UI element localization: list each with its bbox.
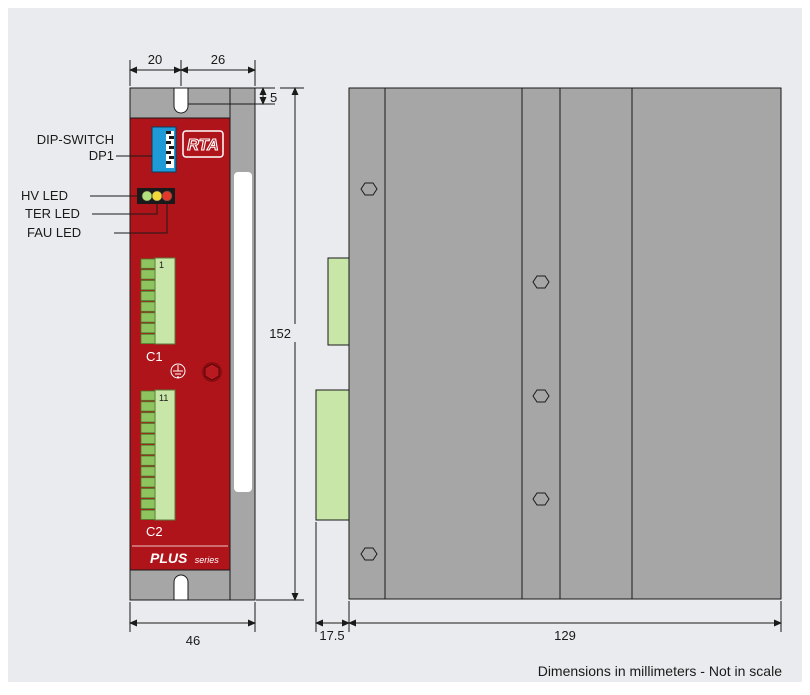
- terminal-screw: [140, 401, 156, 412]
- side-screw: [360, 547, 378, 561]
- terminal-screw: [140, 390, 156, 401]
- connector-c1-label: C1: [146, 349, 163, 364]
- plus-series-label: PLUS series: [150, 550, 219, 567]
- terminal-screw: [140, 333, 156, 344]
- side-view: [315, 87, 782, 600]
- dip-switch-label: DIP-SWITCH: [37, 132, 114, 147]
- bottom-mounting-slot: [173, 574, 189, 601]
- ground-symbol: [170, 363, 186, 379]
- terminal-screw: [140, 488, 156, 499]
- hv-led-label: HV LED: [21, 188, 68, 203]
- dim-46-value: 46: [186, 633, 200, 648]
- dim-26-value: 26: [211, 52, 225, 67]
- connector-c1-pin-number: 1: [159, 260, 164, 270]
- side-screws: [360, 182, 550, 561]
- connector-c2-pin-number: 11: [159, 393, 168, 403]
- dim-129-value: 129: [554, 628, 576, 643]
- heatsink-slot: [234, 172, 252, 492]
- ter-led-leader: [92, 201, 158, 215]
- fau-led-light: [161, 190, 173, 202]
- connector-c1: 1: [140, 257, 176, 345]
- top-mounting-slot: [173, 87, 189, 114]
- fau-led-leader: [114, 201, 168, 234]
- side-view-dimension-values: 17.5 129: [319, 628, 576, 643]
- rta-logo-text: RTA: [187, 137, 218, 154]
- terminal-screw: [140, 498, 156, 509]
- terminal-screw: [140, 290, 156, 301]
- terminal-screw: [140, 433, 156, 444]
- terminal-screw: [140, 477, 156, 488]
- ter-led-light: [151, 190, 163, 202]
- front-view-dimensions: [129, 60, 304, 632]
- connector-c1-pins: [140, 258, 156, 344]
- terminal-screw: [140, 455, 156, 466]
- plus-label: PLUS: [150, 550, 188, 566]
- terminal-screw: [140, 301, 156, 312]
- dp1-label: DP1: [89, 148, 114, 163]
- dim-152-value: 152: [269, 326, 291, 341]
- connector-c2-pins: [140, 390, 156, 520]
- side-screw: [532, 275, 550, 289]
- front-view-dimension-values: 20 26 5 152 46: [148, 52, 301, 648]
- rta-logo: RTA: [182, 130, 224, 158]
- fau-led-label: FAU LED: [27, 225, 81, 240]
- hv-led-light: [141, 190, 153, 202]
- connector-c2: 11: [140, 389, 176, 521]
- side-view-dimensions: [315, 522, 782, 632]
- terminal-screw: [140, 466, 156, 477]
- side-screw: [360, 182, 378, 196]
- dip-switch-toggles: [166, 131, 174, 168]
- terminal-screw: [140, 444, 156, 455]
- terminal-screw: [140, 280, 156, 291]
- series-label: series: [195, 555, 220, 565]
- terminal-screw: [140, 423, 156, 434]
- side-connector-c1: [327, 257, 350, 346]
- dim-17-5-value: 17.5: [319, 628, 344, 643]
- terminal-screw: [140, 258, 156, 269]
- dim-5-value: 5: [270, 90, 277, 105]
- front-view-labels: DIP-SWITCH DP1 HV LED TER LED FAU LED: [21, 132, 168, 240]
- side-housing: [348, 87, 782, 600]
- side-screw: [532, 389, 550, 403]
- terminal-screw: [140, 312, 156, 323]
- side-screw: [532, 492, 550, 506]
- dip-switch-levers: [166, 131, 174, 164]
- side-connector-c2: [315, 389, 350, 521]
- front-view: RTA 1 C1 11: [129, 87, 256, 601]
- footer-note: Dimensions in millimeters - Not in scale: [538, 663, 783, 679]
- panel-screw: [202, 362, 222, 382]
- dim-20-value: 20: [148, 52, 162, 67]
- terminal-screw: [140, 323, 156, 334]
- terminal-screw: [140, 412, 156, 423]
- terminal-screw: [140, 509, 156, 520]
- ter-led-label: TER LED: [25, 206, 80, 221]
- terminal-screw: [140, 269, 156, 280]
- dim-152-label-bg: [279, 324, 301, 342]
- connector-c2-label: C2: [146, 524, 163, 539]
